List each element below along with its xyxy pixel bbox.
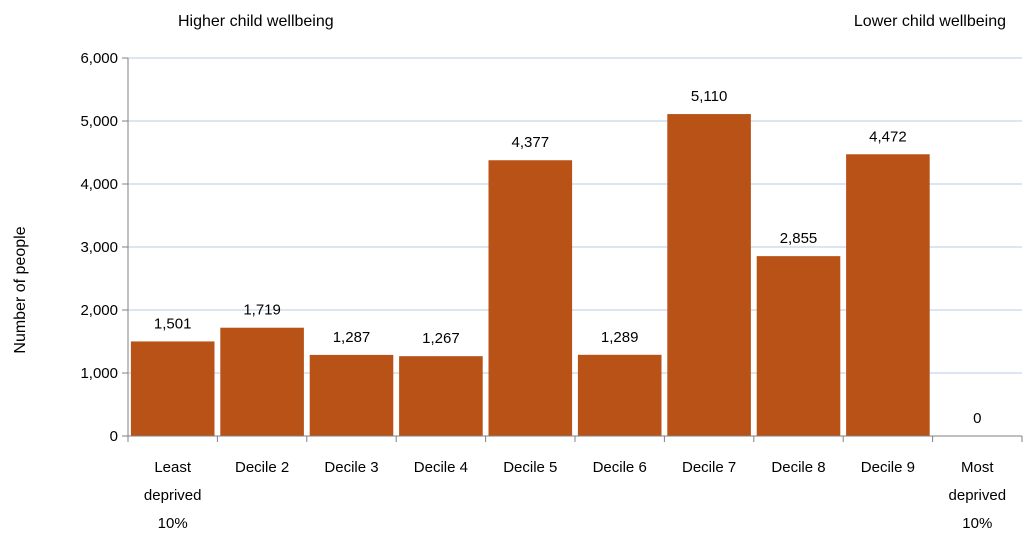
bar <box>488 160 573 436</box>
y-tick-label: 1,000 <box>80 365 118 382</box>
data-label: 4,472 <box>869 128 907 145</box>
x-tick-label: Decile 7 <box>682 459 736 476</box>
x-tick-label: Most deprived 10% <box>949 459 1007 532</box>
x-tick-label: Least deprived 10% <box>144 459 202 532</box>
data-label: 0 <box>973 410 981 427</box>
bar <box>130 341 215 436</box>
bar <box>309 354 394 436</box>
y-tick-label: 5,000 <box>80 113 118 130</box>
x-tick-label-line: deprived <box>949 487 1007 504</box>
x-tick-label: Decile 5 <box>503 459 557 476</box>
data-label: 1,501 <box>154 315 192 332</box>
x-tick-label: Decile 4 <box>414 459 468 476</box>
bar <box>399 356 483 436</box>
data-label: 1,267 <box>422 330 460 347</box>
annotation-higher-wellbeing: Higher child wellbeing <box>178 13 334 30</box>
y-tick-label: 6,000 <box>80 50 118 67</box>
data-label: 4,377 <box>512 134 550 151</box>
x-tick-label-line: Most <box>961 459 994 476</box>
bars <box>130 114 930 436</box>
x-tick-label-line: 10% <box>962 515 992 532</box>
axes <box>127 58 1023 442</box>
bar <box>220 327 304 436</box>
y-tick-label: 3,000 <box>80 239 118 256</box>
data-label: 5,110 <box>691 88 727 105</box>
bar <box>846 154 930 436</box>
x-tick-label: Decile 8 <box>771 459 825 476</box>
annotation-lower-wellbeing: Lower child wellbeing <box>853 13 1006 30</box>
bar <box>756 256 841 436</box>
x-tick-label-line: deprived <box>144 487 202 504</box>
x-tick-label: Decile 2 <box>235 459 289 476</box>
bar <box>667 114 751 436</box>
y-tick-label: 4,000 <box>80 176 118 193</box>
x-tick-label: Decile 9 <box>861 459 915 476</box>
x-tick-label-line: Decile 2 <box>235 459 289 476</box>
data-label: 2,855 <box>780 230 818 247</box>
x-tick-label-line: Least <box>154 459 192 476</box>
x-tick-label: Decile 3 <box>324 459 378 476</box>
x-tick-labels: Least deprived 10% Decile 2 Decile 3 Decile 4… <box>144 459 1006 532</box>
x-tick-label-line: Decile 5 <box>503 459 557 476</box>
data-labels: 1,501 1,719 1,287 1,267 4,377 1,289 5,110 2,855… <box>154 88 982 427</box>
x-tick-label-line: Decile 6 <box>593 459 647 476</box>
x-tick-label-line: Decile 9 <box>861 459 915 476</box>
y-tick-labels: 0 1,000 2,000 3,000 4,000 5,000 6,000 <box>80 50 118 445</box>
data-label: 1,289 <box>601 329 639 346</box>
x-tick-label-line: 10% <box>158 515 188 532</box>
x-tick-label-line: Decile 8 <box>771 459 825 476</box>
x-tick-label-line: Decile 3 <box>324 459 378 476</box>
bar <box>577 354 662 436</box>
data-label: 1,287 <box>333 329 371 346</box>
data-label: 1,719 <box>243 302 281 319</box>
x-tick-label: Decile 6 <box>593 459 647 476</box>
x-tick-label-line: Decile 7 <box>682 459 736 476</box>
x-tick-label-line: Decile 4 <box>414 459 468 476</box>
y-tick-label: 2,000 <box>80 302 118 319</box>
y-tick-label: 0 <box>110 428 118 445</box>
